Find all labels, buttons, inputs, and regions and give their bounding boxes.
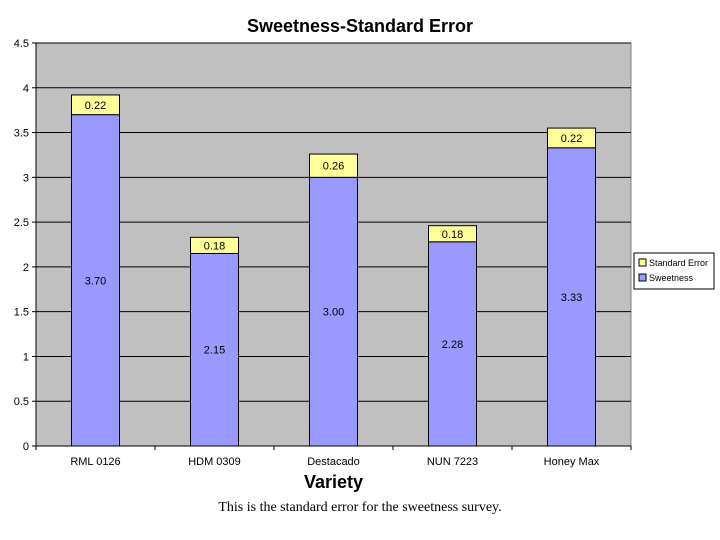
y-tick-label: 2 [23,262,29,274]
y-tick-label: 0 [23,441,29,453]
bar-standard-error [190,236,239,254]
bar-sweetness [71,114,120,447]
x-tick-label: Honey Max [544,456,600,468]
y-tick-label: 1.5 [14,307,29,319]
y-tick-label: 4 [23,83,29,95]
data-label-standard-error: 0.22 [561,133,582,145]
legend-label: Standard Error [649,258,708,268]
y-tick-label: 1 [23,351,29,363]
y-tick-label: 3.5 [14,128,29,140]
bar-standard-error [428,225,477,243]
bar-standard-error [309,153,358,178]
x-axis-title: Variety [304,472,363,492]
y-tick-label: 4.5 [14,38,29,50]
chart-caption: This is the standard error for the sweet… [218,500,502,515]
bar-sweetness [309,176,358,447]
data-label-sweetness: 2.28 [442,339,463,351]
data-label-sweetness: 3.33 [561,292,582,304]
bar-sweetness [190,252,239,447]
data-label-standard-error: 0.22 [85,100,106,112]
legend-swatch [638,258,647,267]
y-tick-label: 3 [23,172,29,184]
chart-title: Sweetness-Standard Error [247,16,473,36]
x-tick-label: NUN 7223 [427,456,478,468]
data-label-standard-error: 0.18 [204,240,225,252]
bar-standard-error [71,94,120,116]
data-label-standard-error: 0.18 [442,229,463,241]
legend-swatch [638,273,647,282]
x-tick-label: RML 0126 [70,456,120,468]
bar-sweetness [428,241,477,447]
x-tick-label: HDM 0309 [188,456,241,468]
y-tick-label: 0.5 [14,396,29,408]
y-tick-label: 2.5 [14,217,29,229]
legend-label: Sweetness [649,273,694,283]
chart: Sweetness-Standard Error 0 0.5 1 1.5 2 2.5 3 3.5… [14,16,715,492]
data-label-sweetness: 3.00 [323,307,344,319]
legend-box [633,252,715,290]
data-label-sweetness: 2.15 [204,345,225,357]
bar-standard-error [547,127,596,149]
bar-sweetness [547,147,596,447]
data-label-standard-error: 0.26 [323,161,344,173]
x-tick-label: Destacado [307,456,360,468]
data-label-sweetness: 3.70 [85,275,106,287]
